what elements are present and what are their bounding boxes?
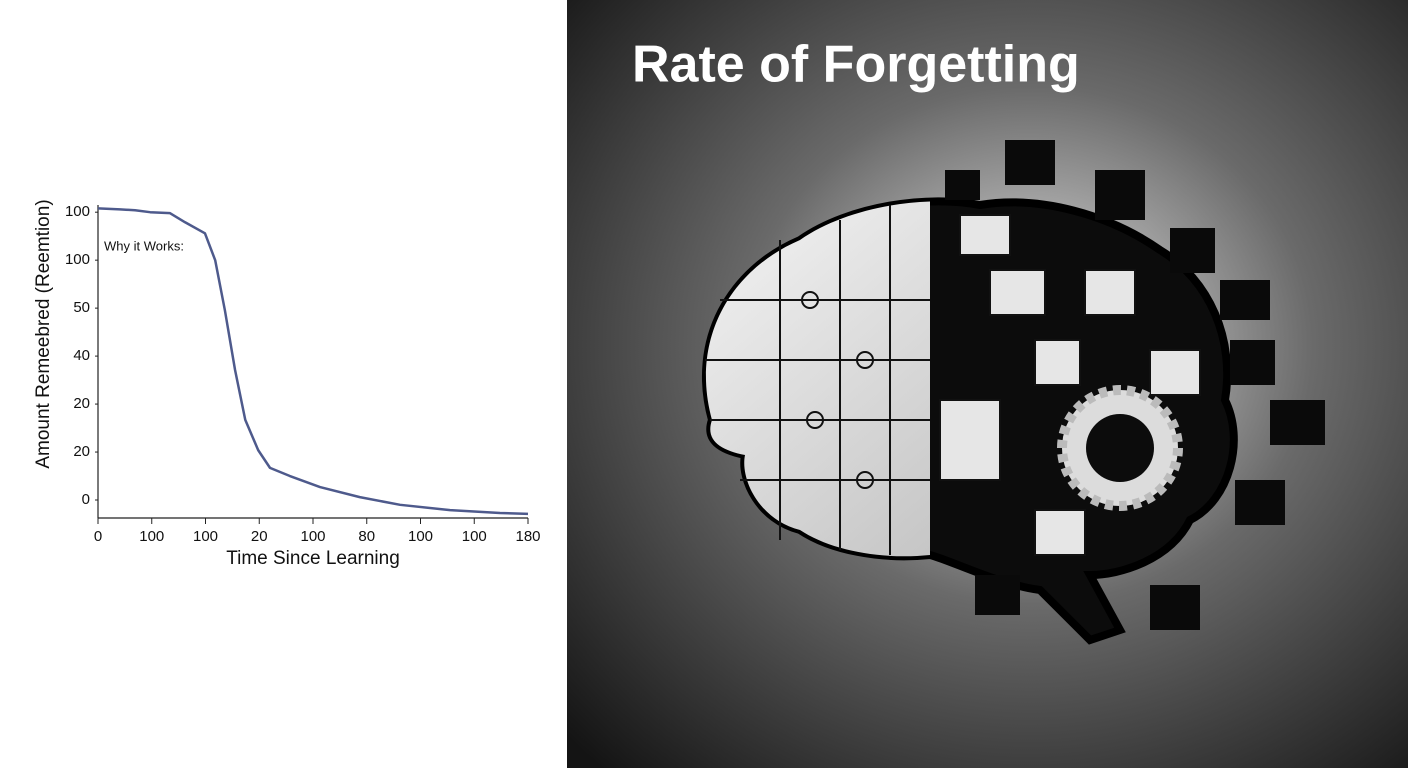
x-tick-label: 80: [358, 528, 375, 545]
y-tick-label: 50: [73, 299, 90, 316]
x-tick-label: 0: [94, 528, 102, 545]
puzzle-pieces: [945, 140, 1325, 630]
y-tick-label: 100: [65, 251, 90, 268]
y-axis-label: Amount Remeebred (Reemtion): [33, 199, 54, 468]
gear: [1057, 385, 1183, 511]
x-tick-label: 180: [515, 528, 540, 545]
x-tick-label: 100: [139, 528, 164, 545]
y-tick-label: 100: [65, 203, 90, 220]
line-series: [97, 207, 529, 516]
x-tick-label: 100: [300, 528, 325, 545]
y-tick-label: 20: [73, 443, 90, 460]
y-tick-label: 20: [73, 395, 90, 412]
brain: [701, 197, 1238, 645]
x-axis-label: Time Since Learning: [226, 548, 400, 569]
illustration: Rate of Forgetting: [567, 0, 1408, 768]
x-tick-label: 100: [408, 528, 433, 545]
x-tick-label: 20: [251, 528, 268, 545]
x-tick-label: 100: [193, 528, 218, 545]
y-tick-label: 0: [82, 491, 90, 508]
annotation: Why it Works:: [104, 238, 184, 253]
title: Rate of Forgetting: [632, 36, 1080, 94]
chart-background: [0, 0, 567, 768]
chart: Why it Works: Amount Remeebred (Reemtion…: [0, 0, 567, 768]
x-tick-label: 100: [462, 528, 487, 545]
y-tick-label: 40: [73, 347, 90, 364]
